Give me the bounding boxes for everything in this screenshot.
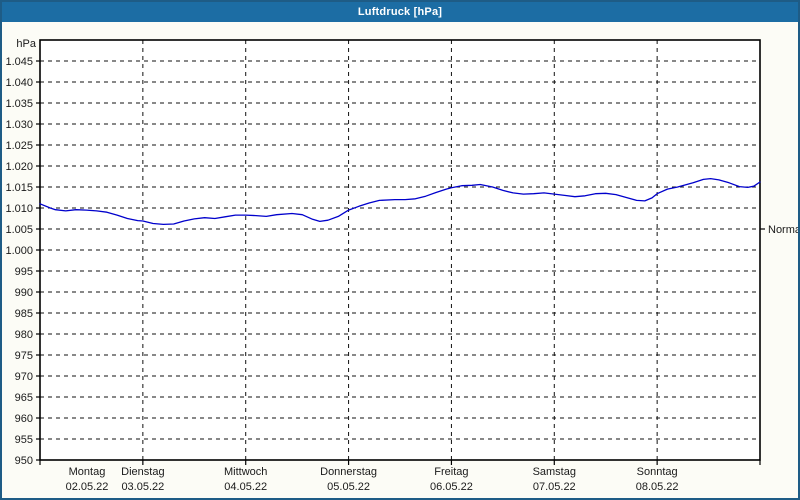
y-tick-label: 1.035 (5, 98, 33, 110)
x-day-label: Dienstag (121, 466, 164, 478)
y-tick-label: 950 (15, 455, 33, 467)
y-tick-label: 980 (15, 329, 33, 341)
x-day-label: Freitag (434, 466, 468, 478)
y-tick-label: 985 (15, 308, 33, 320)
y-tick-label: 975 (15, 350, 33, 362)
x-day-label: Sonntag (637, 466, 678, 478)
y-tick-label: 1.000 (5, 245, 33, 257)
x-day-label: Donnerstag (320, 466, 377, 478)
y-tick-label: 1.020 (5, 161, 33, 173)
x-day-label: Montag (69, 466, 106, 478)
y-tick-label: 955 (15, 434, 33, 446)
window-title: Luftdruck [hPa] (357, 6, 443, 18)
y-tick-label: 1.025 (5, 140, 33, 152)
x-day-label: Mittwoch (224, 466, 267, 478)
x-date-label: 02.05.22 (66, 481, 109, 493)
window-titlebar: Luftdruck [hPa] (2, 2, 798, 22)
y-tick-label: 965 (15, 392, 33, 404)
pressure-chart: hPa 950 955 960 965 970 975 980 985 990 995 1.000 1.… (5, 38, 798, 493)
x-date-label: 05.05.22 (327, 481, 370, 493)
y-tick-label: 970 (15, 371, 33, 383)
y-tick-label: 1.030 (5, 119, 33, 131)
x-date-label: 04.05.22 (224, 481, 267, 493)
chart-area: hPa 950 955 960 965 970 975 980 985 990 995 1.000 1.… (2, 22, 798, 498)
x-date-label: 06.05.22 (430, 481, 473, 493)
y-tick-label: 990 (15, 287, 33, 299)
y-axis-unit-label: hPa (16, 38, 36, 50)
normal-label: Normal (768, 224, 798, 236)
y-tick-label: 1.005 (5, 224, 33, 236)
x-day-label: Samstag (533, 466, 576, 478)
y-tick-label: 995 (15, 266, 33, 278)
x-date-label: 08.05.22 (636, 481, 679, 493)
y-tick-label: 1.040 (5, 77, 33, 89)
y-tick-label: 1.045 (5, 56, 33, 68)
y-tick-label: 1.010 (5, 203, 33, 215)
pressure-curve (39, 177, 761, 226)
y-tick-label: 960 (15, 413, 33, 425)
x-date-label: 07.05.22 (533, 481, 576, 493)
x-date-label: 03.05.22 (121, 481, 164, 493)
y-tick-label: 1.015 (5, 182, 33, 194)
